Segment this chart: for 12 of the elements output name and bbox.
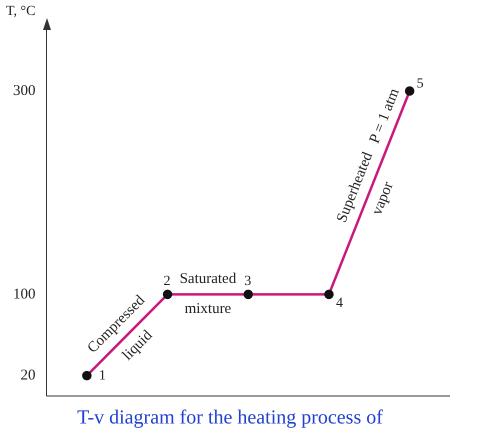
y-tick-label: 100 bbox=[13, 286, 36, 302]
annotation: 2 bbox=[164, 274, 171, 290]
y-tick-label: 20 bbox=[20, 368, 36, 384]
annotation: P = 1 atm bbox=[365, 86, 404, 146]
annotation: 1 bbox=[98, 368, 106, 384]
annotation: 3 bbox=[244, 274, 252, 290]
annotation: 4 bbox=[336, 296, 343, 312]
annotation: Saturated mixture bbox=[180, 271, 236, 318]
annotation: 5 bbox=[416, 76, 424, 92]
y-tick-label: 300 bbox=[13, 82, 36, 99]
y-axis-title: T, °C bbox=[6, 4, 36, 20]
text: T-v diagram for the heating process of bbox=[77, 406, 384, 428]
